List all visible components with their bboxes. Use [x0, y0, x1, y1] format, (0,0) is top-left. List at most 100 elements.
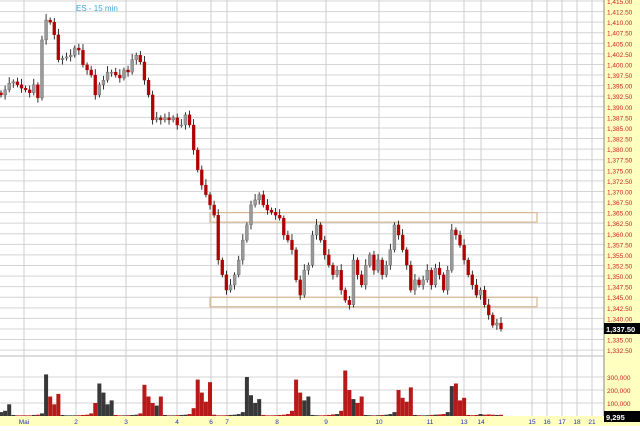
date-tick-label: 4	[175, 419, 179, 426]
volume-bar	[396, 390, 401, 416]
candle-body	[159, 117, 163, 121]
price-tick-label: 1,335.00	[607, 338, 633, 345]
candle-body	[69, 55, 73, 58]
price-tick-label: 1,345.00	[607, 295, 633, 302]
volume-bar	[335, 414, 340, 416]
candle-body	[286, 234, 290, 241]
price-axis: 1,415.00 1,412.50 1,410.00 1,407.50 1,405.00…	[607, 0, 633, 355]
candle-body	[331, 264, 335, 275]
volume-bar	[376, 415, 381, 416]
volume-bar	[27, 415, 32, 416]
volume-bar	[216, 415, 221, 416]
candle-body	[171, 117, 175, 121]
candle-body	[466, 259, 470, 275]
candle-body	[237, 259, 241, 275]
volume-bar	[351, 399, 356, 416]
volume-bar	[105, 404, 110, 416]
volume-bar	[417, 415, 422, 416]
volume-bar	[39, 413, 44, 416]
date-tick-label: 18	[573, 419, 581, 426]
volume-bar	[93, 403, 98, 416]
price-tick-label: 1,360.00	[607, 232, 633, 239]
volume-bar	[474, 414, 479, 416]
volume-bar	[470, 415, 475, 416]
candle-body	[400, 234, 405, 250]
candle-body	[491, 314, 495, 326]
candle-body	[241, 239, 245, 261]
volume-bar	[269, 415, 274, 416]
volume-bar	[19, 415, 24, 416]
volume-bar	[240, 412, 245, 416]
volume-bar	[171, 415, 176, 416]
price-tick-label: 1,352.50	[607, 264, 633, 271]
volume-bar	[355, 403, 360, 416]
candle-body	[85, 64, 89, 71]
volume-bar	[195, 379, 200, 416]
price-tick-label: 1,377.50	[607, 158, 633, 165]
candle-body	[392, 224, 397, 250]
volume-bar	[462, 397, 467, 416]
candle-body	[474, 284, 479, 296]
volume-bar	[490, 414, 495, 416]
candle-body	[458, 234, 462, 246]
candle-body	[200, 169, 204, 186]
volume-bar	[3, 410, 8, 416]
volume-bar	[76, 415, 81, 416]
candle-body	[3, 89, 7, 96]
volume-bar	[0, 412, 3, 416]
candle-body	[77, 47, 81, 51]
date-tick-label: 9	[324, 419, 328, 426]
last-volume-box	[604, 411, 640, 422]
volume-bar	[347, 390, 352, 416]
volume-bar	[400, 397, 405, 416]
candle-body	[355, 259, 360, 275]
candle-body	[429, 270, 433, 286]
volume-bar	[441, 414, 446, 416]
candle-body	[228, 284, 233, 291]
volume-bar	[23, 415, 28, 416]
volume-bar	[208, 382, 213, 416]
last-volume-label: 9,295	[606, 413, 625, 422]
volume-bar	[499, 414, 503, 416]
candle-body	[155, 117, 159, 121]
volume-bar	[15, 415, 20, 416]
candle-body	[142, 61, 147, 81]
candle-body	[23, 88, 28, 91]
date-tick-label: 2	[74, 419, 78, 426]
price-tick-label: 1,332.50	[607, 348, 633, 355]
volume-bar	[138, 413, 143, 416]
candle-body	[122, 69, 126, 79]
volume-bar	[224, 415, 229, 416]
volume-bar	[199, 392, 204, 416]
volume-bar	[56, 393, 61, 416]
candle-body	[360, 274, 364, 286]
volume-bar	[183, 414, 188, 416]
candle-body	[380, 259, 384, 275]
candle-body	[347, 300, 352, 306]
candle-body	[28, 89, 32, 93]
volume-bar	[318, 415, 323, 416]
last-price-label: 1,337.50	[606, 325, 635, 334]
candle-body	[232, 274, 237, 286]
chart-title: ES - 15 min	[76, 4, 118, 13]
volume-bar	[85, 414, 90, 416]
volume-bar	[310, 414, 315, 416]
candle-body	[409, 264, 413, 291]
date-tick-label: 3	[124, 419, 128, 426]
volume-bar	[60, 414, 65, 416]
candle-body	[114, 71, 118, 76]
candle-body	[208, 194, 212, 206]
candle-body	[224, 274, 229, 291]
volume-bar	[249, 395, 253, 416]
volume-bar	[302, 400, 307, 416]
volume-bar	[392, 412, 397, 416]
price-tick-label: 1,405.00	[607, 41, 633, 48]
candle-body	[368, 254, 372, 266]
volume-bar	[175, 415, 180, 416]
candle-body	[130, 59, 134, 73]
candle-body	[306, 264, 311, 271]
candle-body	[89, 69, 93, 76]
candle-body	[446, 270, 450, 291]
candle-body	[314, 224, 319, 236]
